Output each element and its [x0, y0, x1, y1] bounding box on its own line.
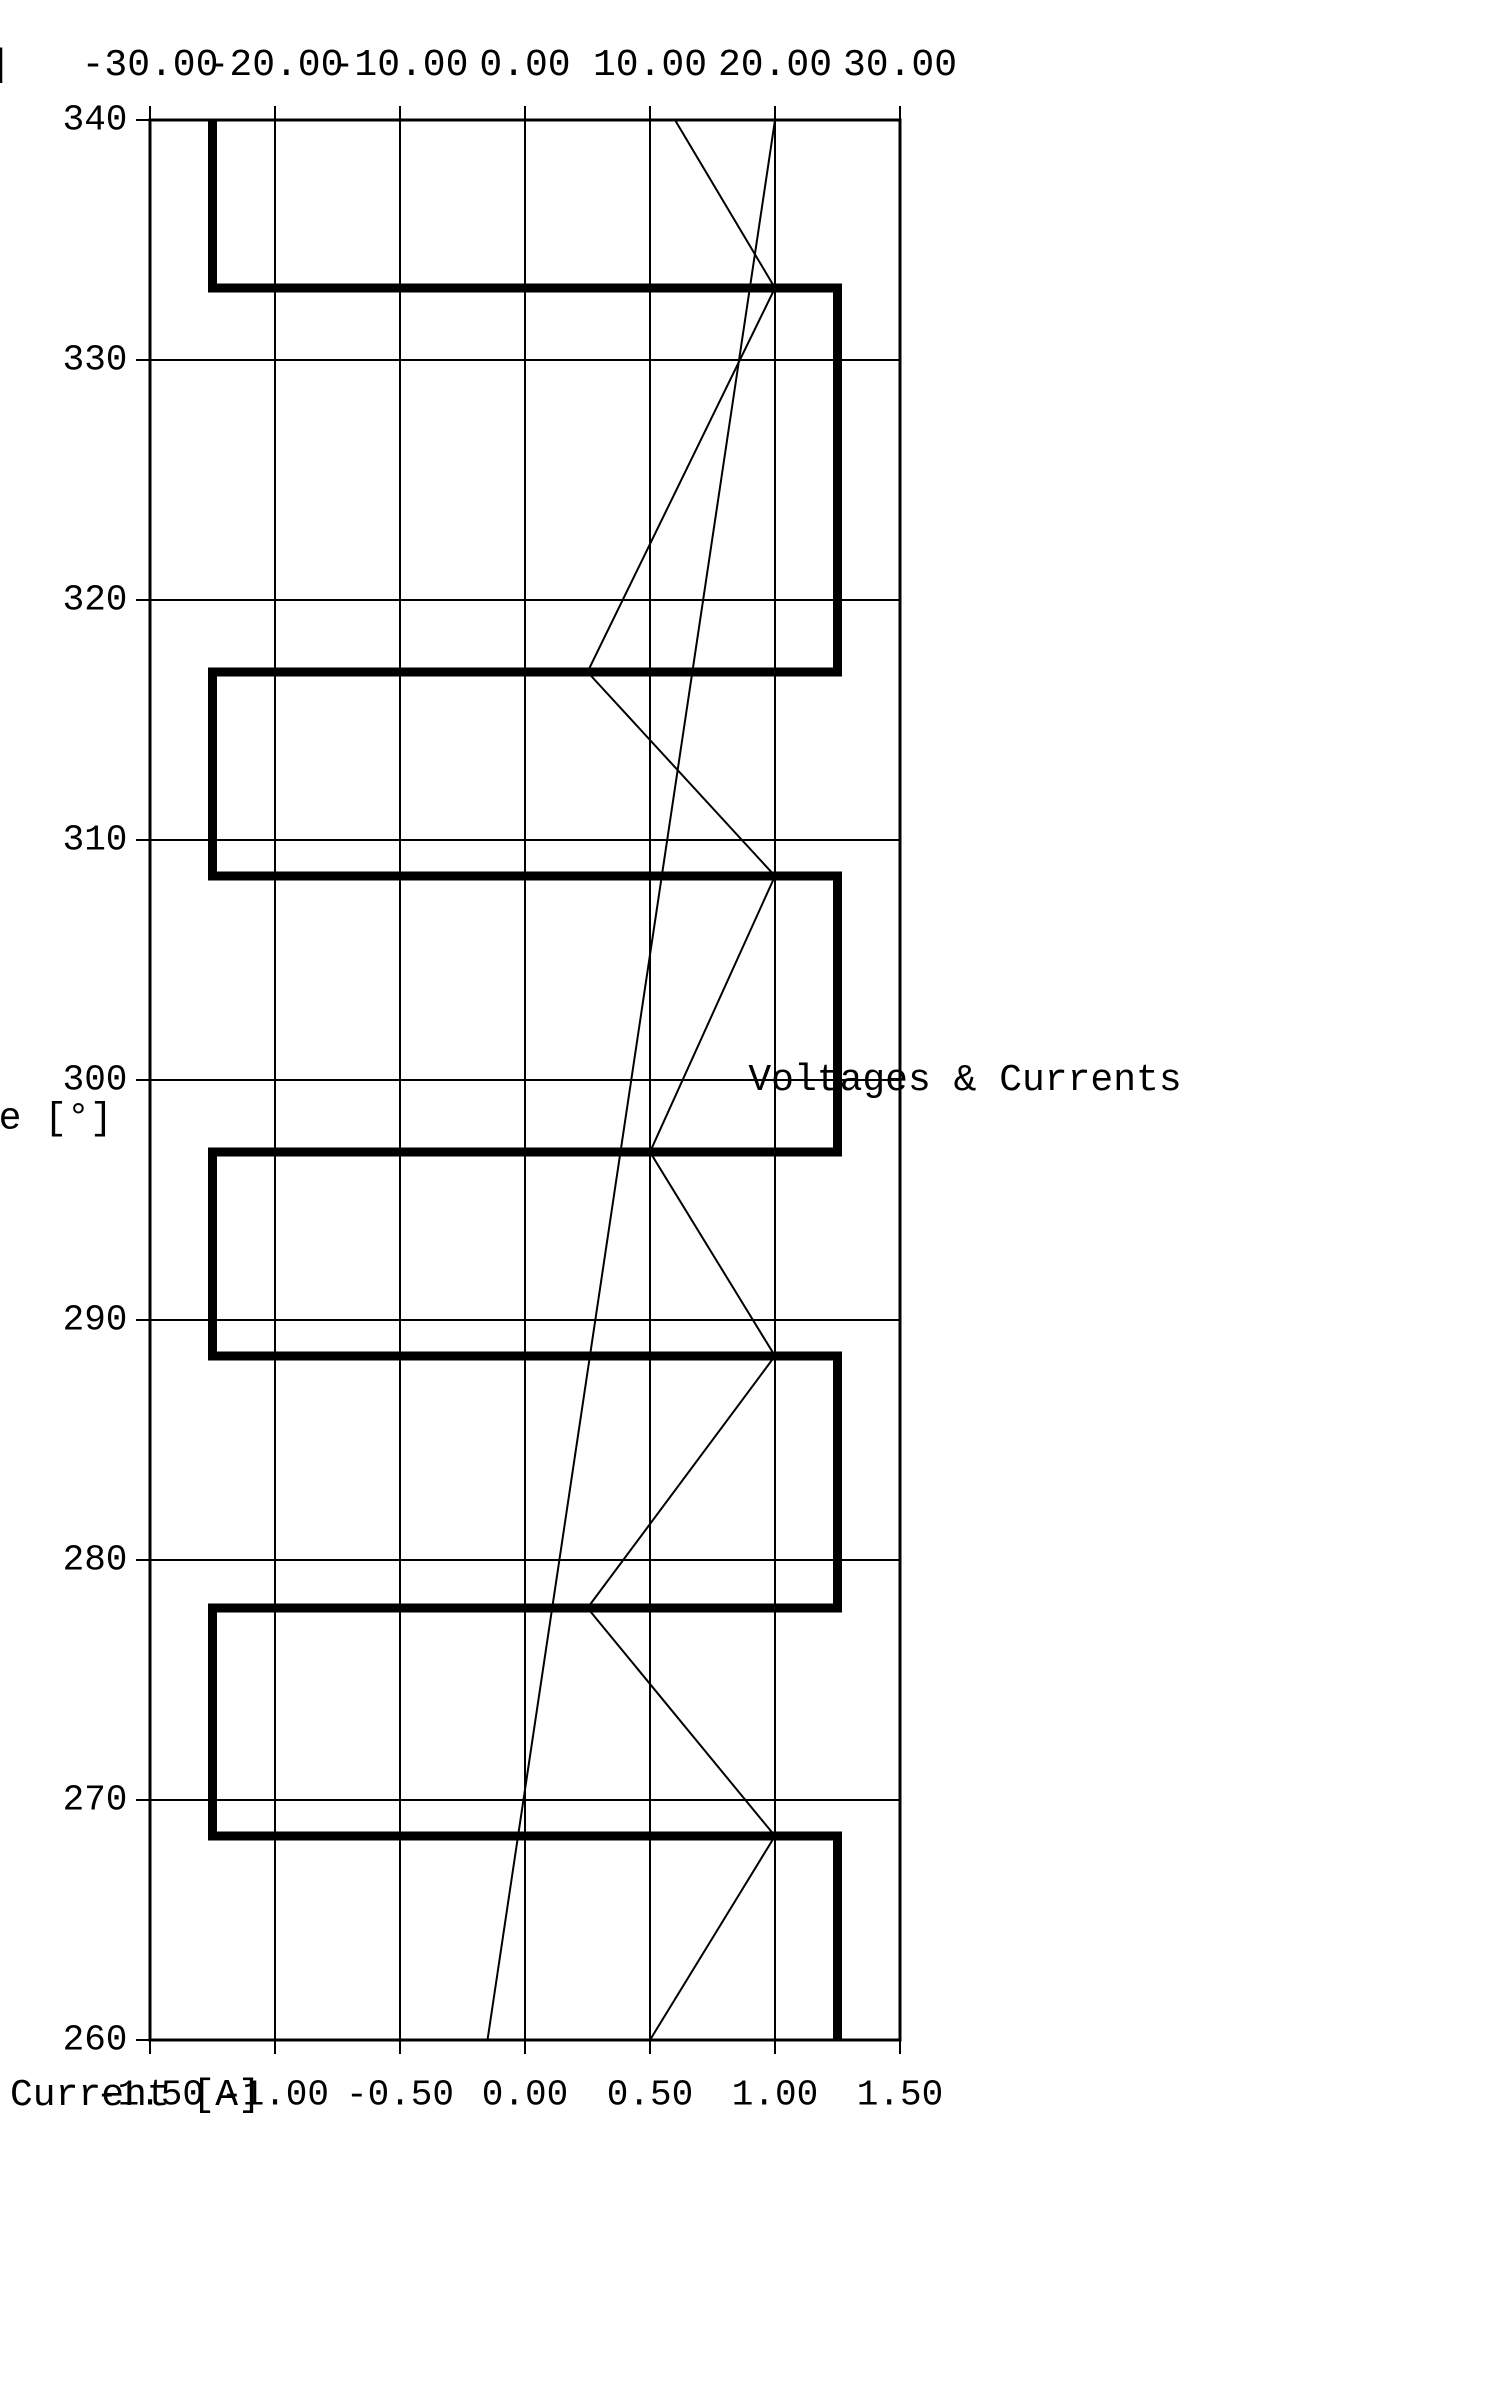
x-tick-label: 300: [63, 1060, 128, 1101]
x-axis-label: Angle [°]: [0, 1097, 113, 1140]
y-right-tick-label: -0.50: [346, 2075, 454, 2116]
y-right-tick-label: 1.00: [732, 2075, 818, 2116]
x-tick-label: 290: [63, 1300, 128, 1341]
y-left-tick-label: 20.00: [718, 44, 832, 87]
y-right-tick-label: 1.50: [857, 2075, 943, 2116]
x-tick-label: 320: [63, 580, 128, 621]
y-left-tick-label: 0.00: [479, 44, 570, 87]
x-tick-label: 310: [63, 820, 128, 861]
chart: -30.00-20.00-10.000.0010.0020.0030.00-1.…: [0, 0, 1485, 2382]
y-right-tick-label: 0.50: [607, 2075, 693, 2116]
x-tick-label: 280: [63, 1540, 128, 1581]
y-left-axis-label: Voltages [V]: [0, 44, 10, 87]
y-left-tick-label: -10.00: [332, 44, 469, 87]
y-right-tick-label: 0.00: [482, 2075, 568, 2116]
x-tick-label: 270: [63, 1780, 128, 1821]
x-tick-label: 260: [63, 2020, 128, 2061]
y-left-tick-label: -30.00: [82, 44, 219, 87]
y-left-tick-label: 30.00: [843, 44, 957, 87]
y-right-axis-label: Current [A]: [10, 2074, 261, 2117]
x-tick-label: 340: [63, 100, 128, 141]
x-tick-label: 330: [63, 340, 128, 381]
y-left-tick-label: -20.00: [207, 44, 344, 87]
y-left-tick-label: 10.00: [593, 44, 707, 87]
page-root: -30.00-20.00-10.000.0010.0020.0030.00-1.…: [0, 0, 1485, 2382]
chart-title: Voltages & Currents: [748, 1059, 1181, 1102]
